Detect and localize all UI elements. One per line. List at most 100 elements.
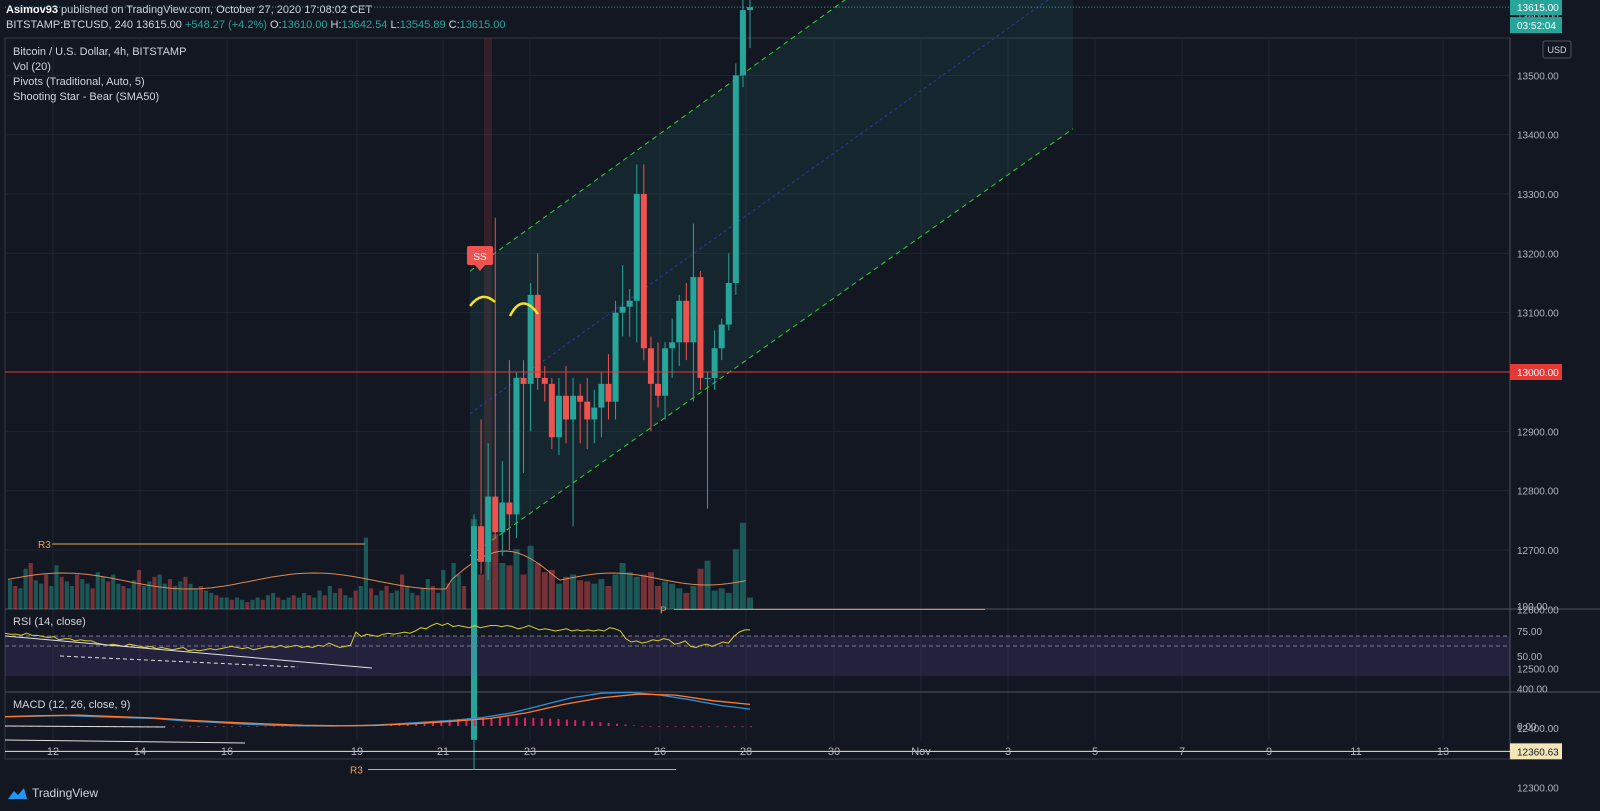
candle-body: [711, 348, 718, 378]
volume-bar: [49, 586, 54, 609]
volume-bar: [142, 586, 147, 609]
macd-hist-bar: [197, 726, 200, 728]
volume-bar: [513, 549, 520, 609]
macd-hist-bar: [222, 726, 225, 728]
tradingview-logo-text: TradingView: [32, 786, 99, 800]
volume-bar: [121, 586, 126, 609]
level-tag-text: 13000.00: [1517, 368, 1559, 379]
price-tick-10: 13100.00: [1517, 309, 1559, 320]
volume-bar: [147, 581, 152, 609]
volume-bar: [711, 590, 718, 609]
volume-bar: [725, 592, 732, 609]
volume-bar: [577, 580, 584, 609]
volume-bar: [183, 576, 188, 609]
volume-bar: [317, 590, 322, 609]
candle-body: [527, 294, 534, 384]
volume-bar: [563, 576, 569, 609]
candle-body: [676, 300, 683, 343]
macd-hist-bar: [733, 726, 736, 728]
volume-bar: [44, 574, 49, 609]
candle-body: [605, 383, 612, 402]
macd-hist-bar: [205, 726, 208, 728]
volume-bar: [90, 588, 95, 609]
macd-trendline-lower[interactable]: [4, 739, 246, 744]
arc-1[interactable]: [469, 295, 496, 307]
candle-body: [485, 496, 492, 562]
channel-lower-line[interactable]: [469, 128, 1074, 557]
volume-bar: [8, 580, 13, 609]
volume-bar: [203, 590, 209, 609]
legend-title: Bitcoin / U.S. Dollar, 4h, BITSTAMP: [13, 46, 186, 58]
shooting-star-marker[interactable]: SS: [467, 246, 493, 271]
shooting-star-highlight: [484, 38, 492, 609]
currency-button[interactable]: USD: [1542, 40, 1572, 59]
macd-hist-bar: [507, 717, 510, 726]
regression-channel[interactable]: [469, 0, 1074, 557]
rsi-trendline-upper[interactable]: [4, 635, 373, 669]
volume-bar: [296, 597, 301, 609]
hand-drawn-arcs[interactable]: [469, 295, 540, 317]
price-tick-14: 12700.00: [1517, 546, 1559, 557]
volume-bar: [570, 574, 577, 609]
volume-bar: [105, 581, 111, 609]
volume-bar: [534, 563, 541, 609]
pivot-p-label: P: [660, 605, 667, 616]
rsi-trendline-lower[interactable]: [59, 655, 299, 668]
channel-upper-line[interactable]: [469, 0, 1073, 272]
last-price-tag-text: 13615.00: [1517, 3, 1559, 14]
chart-header: Asimov93 published on TradingView.com, O…: [0, 0, 1600, 36]
candles[interactable]: [471, 0, 753, 770]
macd-hist-bar: [515, 717, 518, 726]
volume-bar: [584, 581, 591, 609]
candle-body: [570, 395, 577, 420]
candle-body: [718, 324, 725, 349]
volume-bar: [492, 534, 499, 609]
candle-body: [563, 395, 569, 420]
macd-hist-bar: [423, 721, 426, 726]
time-axis[interactable]: 12 14 16 19 21 23 26 28 30 Nov 3 5 7 9 11 13: [47, 746, 1449, 758]
candle-body: [506, 502, 513, 515]
macd-trendline[interactable]: [4, 725, 166, 728]
tradingview-logo[interactable]: TradingView: [6, 786, 98, 800]
volume-bar: [605, 586, 612, 609]
macd-hist-bar: [557, 719, 560, 726]
volume-bar: [669, 583, 676, 609]
volume-bar: [229, 599, 234, 609]
volume-bar: [612, 574, 619, 609]
candle-body: [555, 395, 562, 438]
rsi-band: [5, 636, 1510, 676]
volume-bar: [240, 599, 245, 609]
macd-hist-bar: [465, 718, 468, 726]
candle-body: [655, 383, 661, 396]
pivot-levels: R1 R3 P R3: [38, 540, 985, 777]
volume-bar: [662, 581, 669, 609]
time-tick-8: 30: [828, 746, 840, 758]
pivot-r3-prev-label: R3: [350, 766, 363, 777]
volume-bar: [54, 565, 59, 609]
candle-body: [619, 306, 626, 313]
macd-hist-bar: [448, 719, 451, 726]
price-tick-18: 12300.00: [1517, 783, 1559, 794]
macd-hist-bar: [699, 726, 702, 728]
macd-hist-bar: [683, 726, 686, 728]
macd-hist-bar: [189, 726, 192, 728]
volume-bar: [338, 588, 343, 609]
volume-bar: [425, 579, 430, 609]
price-axis[interactable]: 14100.0014000.0013900.0013800.0013700.00…: [1510, 0, 1562, 794]
price-tick-17: 12400.00: [1517, 724, 1559, 735]
macd-hist-bar: [482, 717, 485, 726]
volume-bar: [379, 590, 384, 609]
volume-bars: [8, 519, 753, 609]
arc-2[interactable]: [508, 302, 540, 317]
open-value: 13610.00: [281, 19, 328, 31]
volume-bar: [499, 563, 506, 609]
time-tick-15: 13: [1437, 746, 1449, 758]
volume-bar: [683, 592, 690, 609]
macd-hist-bar: [565, 719, 568, 726]
macd-hist-bar: [599, 722, 602, 726]
macd-pane: [4, 691, 752, 744]
volume-bar: [436, 592, 441, 609]
legend: Bitcoin / U.S. Dollar, 4h, BITSTAMP Vol …: [13, 46, 186, 711]
volume-bar: [591, 583, 598, 609]
